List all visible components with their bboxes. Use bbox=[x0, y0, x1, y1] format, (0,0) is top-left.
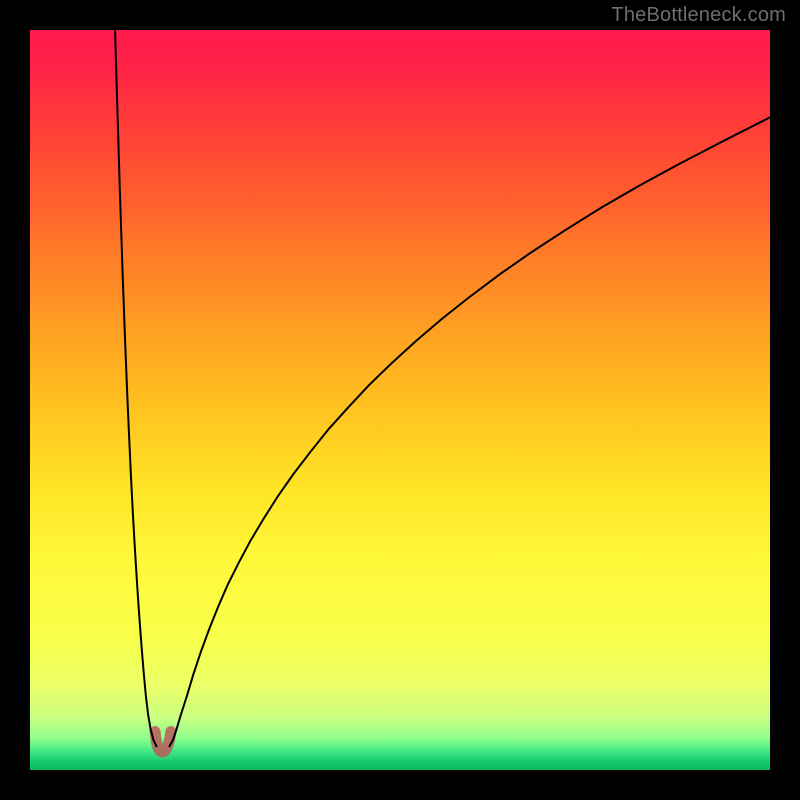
gradient-background bbox=[30, 30, 770, 770]
watermark-text: TheBottleneck.com bbox=[611, 4, 786, 27]
plot-area bbox=[30, 30, 770, 770]
plot-svg bbox=[30, 30, 770, 770]
root: TheBottleneck.com bbox=[0, 0, 800, 800]
